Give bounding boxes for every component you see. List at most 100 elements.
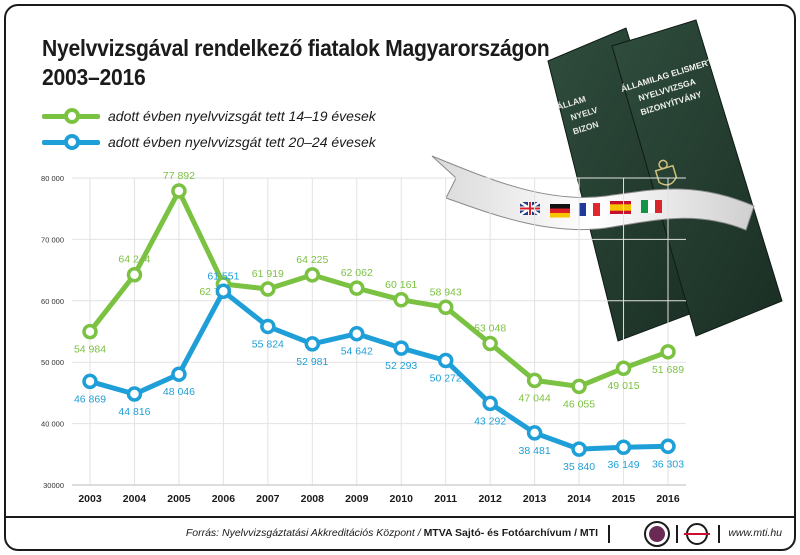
x-tick-label: 2009 (345, 493, 369, 505)
x-tick-label: 2005 (167, 493, 191, 505)
series-line-20-24 (87, 288, 671, 452)
data-point-14-19 (526, 372, 543, 389)
x-tick-label: 2012 (478, 493, 502, 505)
source-agency: MTVA Sajtó- és Fotóarchívum / MTI (423, 527, 598, 539)
german-flag-icon (550, 204, 570, 218)
data-point-14-19 (349, 280, 365, 296)
footer-divider (718, 525, 720, 543)
french-flag-icon (579, 203, 600, 216)
website-link[interactable]: www.mti.hu (728, 527, 782, 539)
data-label-14-19: 54 984 (74, 344, 106, 356)
data-point-20-24 (126, 386, 143, 402)
data-label-14-19: 51 689 (652, 364, 684, 376)
data-point-20-24 (260, 318, 276, 335)
data-point-20-24 (482, 395, 498, 412)
data-point-20-24 (615, 439, 632, 455)
data-label-20-24: 43 292 (474, 415, 506, 427)
data-point-20-24 (660, 438, 676, 455)
data-point-14-19 (304, 267, 321, 283)
x-tick-label: 2004 (123, 493, 147, 505)
data-point-14-19 (571, 378, 587, 395)
legend-item-14-19: adott évben nyelvvizsgát tett 14–19 éves… (42, 103, 376, 129)
data-label-20-24: 52 981 (296, 356, 328, 368)
data-label-14-19: 64 244 (118, 254, 150, 266)
footer: Forrás: Nyelvvizsgáztatási Akkreditációs… (6, 516, 794, 549)
data-label-14-19: 62 062 (341, 267, 373, 279)
y-tick-label: 60 000 (41, 297, 64, 306)
data-label-14-19: 49 015 (607, 380, 639, 392)
data-point-14-19 (437, 299, 454, 316)
data-point-20-24 (526, 425, 543, 441)
x-tick-label: 2010 (390, 493, 414, 505)
data-label-14-19: 64 225 (296, 254, 328, 266)
data-label-20-24: 61 551 (207, 270, 239, 282)
data-label-20-24: 38 481 (519, 445, 551, 457)
chart-title: Nyelvvizsgával rendelkező fiatalok Magya… (42, 34, 550, 92)
data-label-20-24: 36 149 (607, 459, 639, 471)
data-label-20-24: 50 272 (430, 373, 462, 385)
data-label-20-24: 36 303 (652, 458, 684, 470)
source-credit: Forrás: Nyelvvizsgáztatási Akkreditációs… (186, 527, 598, 539)
italian-flag-icon (641, 200, 662, 213)
chart-title-main: Nyelvvizsgával rendelkező fiatalok Magya… (42, 35, 550, 61)
x-tick-label: 2013 (523, 493, 547, 505)
infographic-frame: ÁLLAMILAG ELISMERT NYELVVIZSGA BIZONYÍTV… (4, 4, 796, 551)
y-tick-label: 30000 (43, 481, 64, 490)
flag-ribbon (431, 155, 755, 231)
data-point-20-24 (171, 366, 187, 382)
y-tick-label: 40 000 (41, 420, 64, 429)
y-tick-label: 70 000 (41, 235, 64, 244)
chart-legend: adott évben nyelvvizsgát tett 14–19 éves… (42, 103, 376, 155)
data-label-20-24: 55 824 (252, 338, 284, 350)
data-label-14-19: 47 044 (519, 392, 551, 404)
data-point-20-24 (215, 283, 232, 300)
series-line-14-19 (87, 188, 671, 389)
x-tick-label: 2006 (212, 493, 236, 505)
data-label-20-24: 52 293 (385, 360, 417, 372)
data-point-14-19 (660, 344, 676, 360)
data-point-14-19 (260, 281, 276, 297)
legend-label-14-19: adott évben nyelvvizsgát tett 14–19 éves… (108, 108, 376, 124)
footer-divider (608, 525, 610, 543)
data-point-14-19 (82, 323, 98, 340)
data-label-20-24: 48 046 (163, 386, 195, 398)
x-tick-label: 2007 (256, 493, 280, 505)
data-label-20-24: 44 816 (118, 406, 150, 418)
data-label-14-19: 46 055 (563, 398, 595, 410)
data-point-14-19 (615, 360, 632, 376)
data-point-20-24 (349, 325, 365, 342)
source-text: Forrás: Nyelvvizsgáztatási Akkreditációs… (185, 527, 421, 539)
data-label-14-19: 53 048 (474, 322, 506, 334)
legend-swatch-green (42, 108, 100, 124)
x-tick-label: 2015 (612, 493, 636, 505)
x-tick-label: 2003 (78, 493, 102, 505)
data-point-20-24 (82, 373, 98, 390)
y-tick-label: 80 000 (41, 174, 64, 183)
legend-item-20-24: adott évben nyelvvizsgát tett 20–24 éves… (42, 129, 376, 155)
y-tick-label: 50 000 (41, 358, 64, 367)
footer-divider (676, 525, 678, 543)
data-label-14-19: 58 943 (430, 286, 462, 298)
data-point-14-19 (171, 183, 187, 199)
legend-swatch-blue (42, 134, 100, 150)
data-point-14-19 (482, 335, 498, 352)
x-tick-label: 2014 (567, 493, 591, 505)
data-label-20-24: 54 642 (341, 346, 373, 358)
data-label-14-19: 61 919 (252, 268, 284, 280)
data-point-20-24 (304, 336, 321, 352)
legend-label-20-24: adott évben nyelvvizsgát tett 20–24 éves… (108, 134, 376, 150)
chart-title-years: 2003–2016 (42, 64, 146, 90)
data-label-20-24: 35 840 (563, 461, 595, 473)
x-tick-label: 2016 (656, 493, 680, 505)
data-label-14-19: 77 892 (163, 170, 195, 182)
data-label-20-24: 46 869 (74, 393, 106, 405)
spanish-flag-icon (610, 201, 631, 214)
x-tick-label: 2008 (301, 493, 325, 505)
coat-of-arms-icon (654, 159, 678, 186)
data-point-20-24 (437, 352, 454, 369)
data-point-14-19 (126, 266, 143, 283)
x-tick-label: 2011 (434, 493, 457, 505)
data-point-20-24 (393, 340, 409, 356)
data-point-14-19 (393, 292, 409, 308)
mtva-logo-icon (644, 521, 670, 547)
